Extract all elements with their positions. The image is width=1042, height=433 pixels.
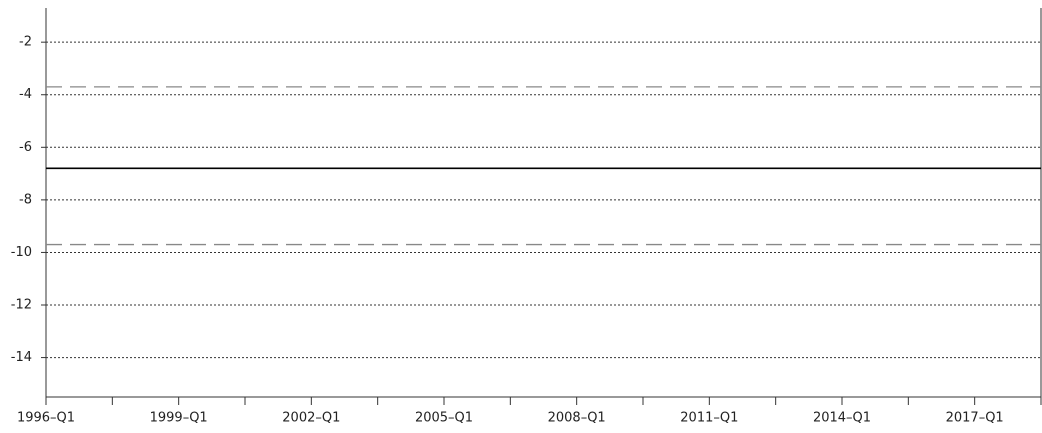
x-tick-label: 1996–Q1 [17, 411, 75, 426]
y-tick-label: -12 [11, 298, 32, 313]
y-tick-label: -4 [19, 87, 32, 102]
y-tick-label: -2 [19, 35, 32, 50]
x-tick-label: 2017–Q1 [946, 411, 1004, 426]
x-tick-label: 2005–Q1 [415, 411, 473, 426]
x-tick-label: 1999–Q1 [150, 411, 208, 426]
y-tick-label: -10 [11, 245, 32, 260]
x-tick-label: 2014–Q1 [813, 411, 871, 426]
y-tick-label: -8 [19, 192, 32, 207]
y-tick-label: -6 [19, 140, 32, 155]
x-tick-label: 2008–Q1 [548, 411, 606, 426]
x-tick-label: 2002–Q1 [282, 411, 340, 426]
x-tick-label: 2011–Q1 [680, 411, 738, 426]
y-tick-label: -14 [11, 350, 32, 365]
